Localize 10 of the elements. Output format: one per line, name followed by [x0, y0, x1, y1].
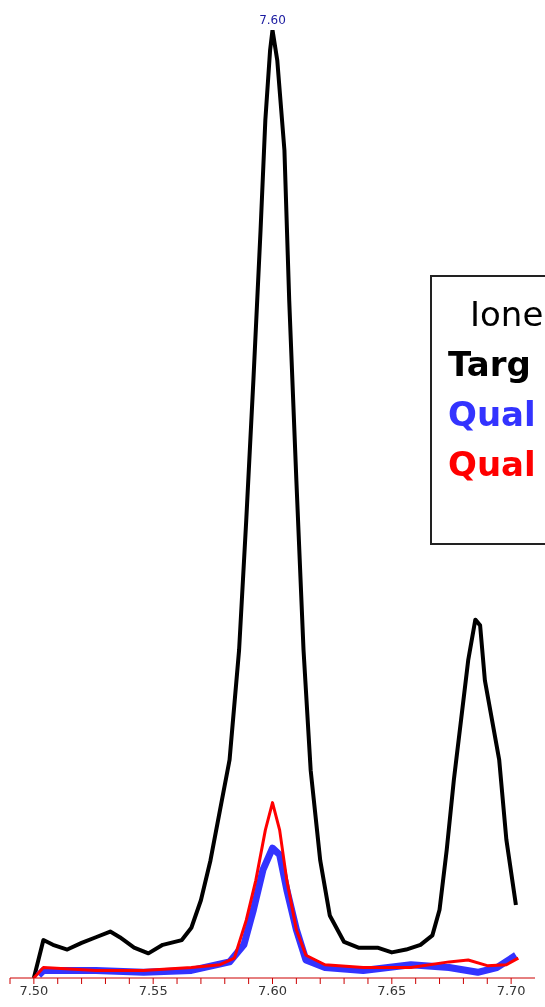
- x-tick-label: 7.60: [258, 983, 287, 999]
- text: Qual: [448, 443, 537, 486]
- x-tick-label: 7.70: [496, 983, 526, 999]
- text: Qual: [448, 393, 537, 436]
- x-tick-label: 7.50: [19, 983, 49, 999]
- annotation: 7.60: [259, 13, 286, 27]
- x-tick-label: 7.55: [138, 983, 168, 999]
- legend-title: Ione: [469, 293, 545, 336]
- x-tick-label: 7.65: [377, 983, 407, 999]
- text: Targ: [448, 343, 532, 386]
